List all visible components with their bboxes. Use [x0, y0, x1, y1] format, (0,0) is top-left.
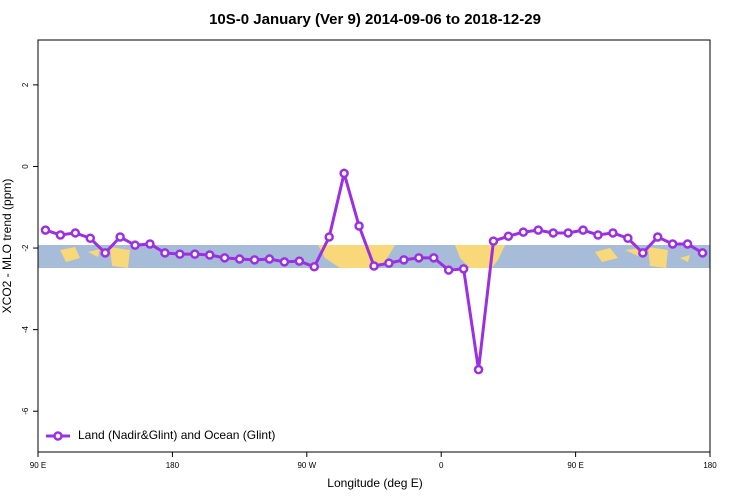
series-marker	[219, 253, 230, 263]
series-marker	[458, 264, 469, 274]
y-tick-label: 2	[21, 82, 30, 87]
land	[60, 247, 130, 268]
series-marker	[85, 233, 96, 243]
series-marker	[40, 225, 51, 235]
series-marker	[130, 240, 140, 250]
series-marker	[190, 249, 200, 259]
series-marker	[309, 262, 320, 272]
x-tick-label: 90 E	[567, 461, 583, 470]
series-marker	[697, 248, 708, 258]
series-marker	[354, 221, 364, 231]
series-marker	[638, 248, 648, 258]
series-line	[44, 167, 704, 370]
series-marker	[608, 228, 618, 238]
series-marker	[443, 265, 454, 275]
series-marker	[384, 258, 394, 268]
legend-label: Land (Nadir&Glint) and Ocean (Glint)	[78, 428, 275, 442]
series-marker	[652, 232, 663, 242]
series-marker	[264, 254, 275, 264]
series-marker	[175, 249, 185, 259]
series-marker	[160, 248, 170, 258]
series-marker	[234, 254, 245, 264]
series-marker	[339, 168, 349, 179]
plot-frame	[37, 39, 711, 453]
series-marker	[623, 233, 633, 243]
x-tick-label: 0	[439, 461, 444, 470]
series-marker	[100, 248, 110, 258]
y-axis-label: XCO2 - MLO trend (ppm)	[0, 179, 14, 314]
series-marker	[682, 239, 693, 249]
x-tick-label: 180	[166, 461, 180, 470]
series-marker	[55, 230, 66, 240]
series-marker	[488, 236, 499, 246]
y-tick-label: -6	[21, 407, 30, 415]
x-axis-label: Longitude (deg E)	[327, 476, 422, 490]
x-tick-label: 180	[703, 461, 717, 470]
legend-marker	[53, 431, 63, 441]
series-marker	[204, 250, 215, 260]
series-marker	[369, 261, 379, 271]
series-marker	[294, 256, 305, 266]
x-tick-label: 90 E	[30, 461, 46, 470]
y-tick-label: -2	[21, 244, 30, 252]
series-marker	[548, 228, 558, 238]
series-marker	[518, 227, 529, 237]
series-marker	[249, 255, 260, 265]
land	[595, 247, 690, 268]
series-marker	[563, 228, 573, 238]
chart-title: 10S-0 January (Ver 9) 2014-09-06 to 2018…	[209, 11, 541, 28]
series-marker	[414, 253, 424, 263]
series-marker	[279, 257, 290, 267]
series-marker	[473, 364, 484, 375]
series-marker	[667, 239, 678, 249]
series-marker	[399, 255, 409, 265]
series-marker	[578, 225, 588, 235]
series-marker	[70, 228, 81, 238]
series-marker	[593, 230, 603, 240]
y-tick-label: 0	[21, 164, 30, 169]
series-marker	[115, 232, 125, 242]
series-marker	[503, 231, 514, 241]
series-marker	[533, 225, 544, 235]
series-marker	[324, 232, 334, 242]
series-marker	[145, 239, 155, 249]
y-tick-label: -4	[21, 326, 30, 334]
series-marker	[428, 253, 439, 263]
x-tick-label: 90 W	[297, 461, 316, 470]
